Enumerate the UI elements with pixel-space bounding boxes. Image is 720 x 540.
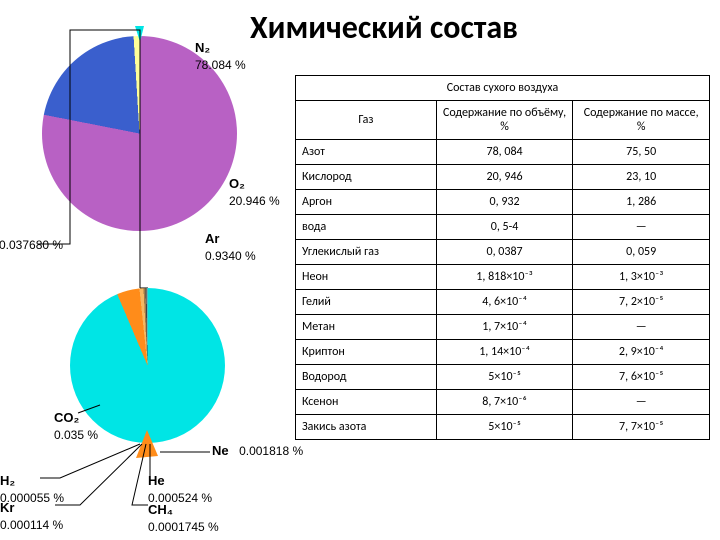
cell-vol: 1, 818×10⁻³ — [436, 265, 573, 290]
cell-gas: Азот — [296, 140, 437, 165]
cell-mass: 7, 7×10⁻⁵ — [573, 415, 710, 440]
table-row: Аргон0, 9321, 286 — [296, 190, 710, 215]
table-row: Гелий4, 6×10⁻⁴7, 2×10⁻⁵ — [296, 290, 710, 315]
pie-trace-pullout — [130, 430, 164, 460]
cell-gas: Неон — [296, 265, 437, 290]
cell-vol: 0, 0387 — [436, 240, 573, 265]
table-caption: Состав сухого воздуха — [296, 76, 710, 101]
pct-ne: 0.001818 % — [239, 444, 303, 458]
table-row: Ксенон8, 7×10⁻⁶— — [296, 390, 710, 415]
pct-n2: 78.084 % — [195, 58, 246, 72]
col-vol: Содержание по объёму, % — [436, 101, 573, 140]
cell-gas: Аргон — [296, 190, 437, 215]
pct-ch4: 0.0001745 % — [148, 520, 219, 534]
cell-vol: 1, 14×10⁻⁴ — [436, 340, 573, 365]
cell-gas: Гелий — [296, 290, 437, 315]
table-row: Метан1, 7×10⁻⁴— — [296, 315, 710, 340]
sym-n2: N₂ — [195, 40, 210, 55]
table-header-row: Газ Содержание по объёму, % Содержание п… — [296, 101, 710, 140]
table-row: Углекислый газ0, 03870, 059 — [296, 240, 710, 265]
col-gas: Газ — [296, 101, 437, 140]
cell-gas: Закись азота — [296, 415, 437, 440]
pct-o2: 20.946 % — [229, 194, 280, 208]
table-row: Неон1, 818×10⁻³1, 3×10⁻³ — [296, 265, 710, 290]
cell-mass: — — [573, 315, 710, 340]
pct-ar: 0.9340 % — [205, 249, 256, 263]
cell-mass: 7, 6×10⁻⁵ — [573, 365, 710, 390]
cell-gas: вода — [296, 215, 437, 240]
page-title: Химический состав — [250, 8, 518, 47]
cell-mass: 0, 059 — [573, 240, 710, 265]
lbl-ch4: CH₄ 0.0001745 % — [148, 502, 219, 536]
cell-mass: — — [573, 390, 710, 415]
table-row: Кислород20, 94623, 10 — [296, 165, 710, 190]
table-row: Азот78, 08475, 50 — [296, 140, 710, 165]
sym-he: He — [148, 473, 165, 488]
cell-vol: 78, 084 — [436, 140, 573, 165]
cell-vol: 0, 932 — [436, 190, 573, 215]
table-row: Водород5×10⁻⁵7, 6×10⁻⁵ — [296, 365, 710, 390]
cell-gas: Метан — [296, 315, 437, 340]
cell-mass: 23, 10 — [573, 165, 710, 190]
cell-mass: 75, 50 — [573, 140, 710, 165]
pie-main-pullout — [128, 24, 152, 42]
lbl-ar: Ar 0.9340 % — [205, 231, 256, 265]
lbl-trace: 0.037680 % — [0, 239, 63, 252]
sym-co2: CO₂ — [54, 410, 79, 425]
cell-gas: Криптон — [296, 340, 437, 365]
table-row: вода0, 5-4— — [296, 215, 710, 240]
cell-gas: Водород — [296, 365, 437, 390]
cell-mass: 7, 2×10⁻⁵ — [573, 290, 710, 315]
sym-ar: Ar — [205, 231, 219, 246]
sym-o2: O₂ — [229, 176, 245, 191]
cell-vol: 4, 6×10⁻⁴ — [436, 290, 573, 315]
cell-gas: Ксенон — [296, 390, 437, 415]
cell-mass: 1, 286 — [573, 190, 710, 215]
pct-h2: 0.000055 % — [0, 491, 64, 505]
cell-gas: Кислород — [296, 165, 437, 190]
lbl-co2: CO₂ 0.035 % — [54, 410, 98, 444]
cell-vol: 5×10⁻⁵ — [436, 415, 573, 440]
cell-mass: 2, 9×10⁻⁴ — [573, 340, 710, 365]
col-mass: Содержание по массе, % — [573, 101, 710, 140]
cell-vol: 8, 7×10⁻⁶ — [436, 390, 573, 415]
lbl-o2: O₂ 20.946 % — [229, 176, 280, 210]
cell-vol: 5×10⁻⁵ — [436, 365, 573, 390]
table-row: Закись азота5×10⁻⁵7, 7×10⁻⁵ — [296, 415, 710, 440]
sym-ch4: CH₄ — [148, 502, 173, 517]
cell-vol: 1, 7×10⁻⁴ — [436, 315, 573, 340]
sym-h2: H₂ — [0, 473, 15, 488]
cell-mass: 1, 3×10⁻³ — [573, 265, 710, 290]
cell-vol: 20, 946 — [436, 165, 573, 190]
cell-vol: 0, 5-4 — [436, 215, 573, 240]
table-row: Криптон1, 14×10⁻⁴2, 9×10⁻⁴ — [296, 340, 710, 365]
lbl-n2: N₂ 78.084 % — [195, 40, 246, 74]
lbl-h2: H₂ 0.000055 % — [0, 473, 64, 507]
cell-mass: — — [573, 215, 710, 240]
sym-ne: Ne — [212, 443, 229, 458]
cell-gas: Углекислый газ — [296, 240, 437, 265]
lbl-ne: Ne 0.001818 % — [212, 443, 303, 460]
pct-kr: 0.000114 % — [0, 518, 63, 532]
pct-co2: 0.035 % — [54, 428, 98, 442]
composition-table: Состав сухого воздуха Газ Содержание по … — [295, 75, 710, 440]
